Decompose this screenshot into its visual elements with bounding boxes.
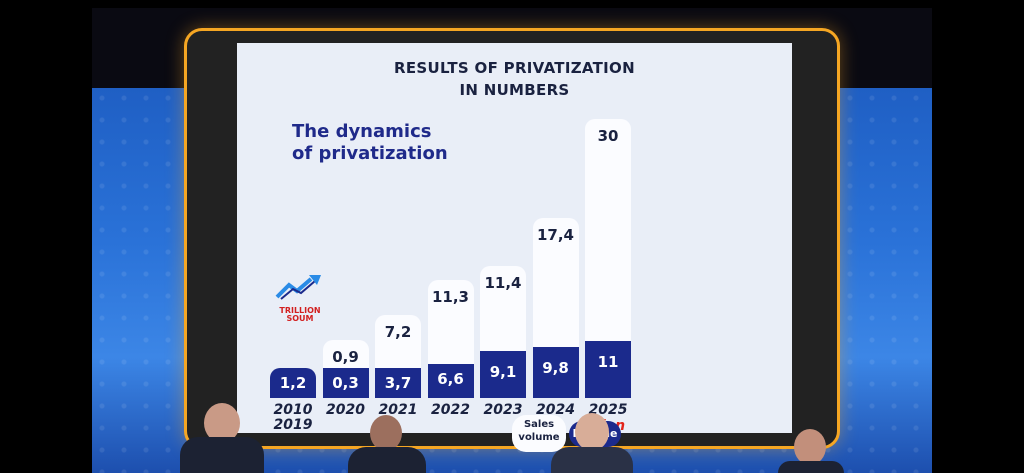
presentation-screen: RESULTS OF PRIVATIZATION IN NUMBERS The … xyxy=(184,28,840,452)
year-label: 2021 xyxy=(371,403,425,418)
panelist-head xyxy=(370,415,402,451)
income-value-label: 3,7 xyxy=(384,374,412,392)
year-label-line: 2024 xyxy=(536,402,575,418)
income-bar xyxy=(480,350,526,398)
conference-scene: RESULTS OF PRIVATIZATION IN NUMBERS The … xyxy=(92,8,932,473)
year-label: 2022 xyxy=(424,403,478,418)
year-label-line: 2022 xyxy=(431,402,470,418)
legend-sales-line1: Sales xyxy=(523,419,555,430)
income-value-label: 9,1 xyxy=(489,362,517,381)
panelist-head xyxy=(575,413,609,451)
slide-subtitle: The dynamics of privatization xyxy=(292,121,448,165)
trend-up-icon xyxy=(275,275,321,300)
income-bar xyxy=(585,340,631,398)
sales-value-label: 30 xyxy=(597,126,619,145)
panelist-body xyxy=(778,461,844,473)
sales-value-label: 0,9 xyxy=(332,348,359,366)
income-value-label: 11 xyxy=(597,352,619,371)
year-label: 2023 xyxy=(476,403,530,418)
income-value-label: 9,8 xyxy=(542,359,569,378)
year-label-line: 2021 xyxy=(378,402,418,418)
panelist-1 xyxy=(172,403,272,473)
panelist-head xyxy=(794,429,826,465)
year-label-line: 2019 xyxy=(273,417,313,433)
sales-volume-bar xyxy=(375,314,421,368)
panelist-body xyxy=(180,437,264,473)
legend-sales-volume: Sales volume xyxy=(512,415,566,452)
year-label-line: 2020 xyxy=(326,402,365,418)
income-bar xyxy=(375,368,421,398)
income-bar xyxy=(532,347,579,398)
unit-label: TRILLION SOUM xyxy=(277,307,323,323)
slide-title-line2: IN NUMBERS xyxy=(459,81,570,99)
income-bar xyxy=(322,368,369,398)
unit-line2: SOUM xyxy=(286,314,314,323)
sales-volume-bar xyxy=(585,118,631,341)
panelist-3 xyxy=(547,413,637,473)
income-value-label: 0,3 xyxy=(332,374,359,392)
slide-title-line1: RESULTS OF PRIVATIZATION xyxy=(394,59,635,77)
privatization-bar-chart: 1,2 2010 2019 0,3 0,9 2020 3,7 7,2 2021 6,6 11,3 20… xyxy=(237,43,792,434)
sales-volume-bar xyxy=(480,266,526,351)
year-label-line: 2023 xyxy=(483,402,523,418)
income-value-label: 6,6 xyxy=(437,369,464,388)
sales-value-label: 11,4 xyxy=(484,274,522,293)
year-label: 2024 xyxy=(529,403,583,418)
unit-line1: TRILLION xyxy=(279,306,321,315)
year-label: 2020 xyxy=(319,403,373,418)
panelist-2 xyxy=(342,415,432,473)
sales-volume-bar xyxy=(322,340,369,368)
legend-sales-line2: volume xyxy=(518,432,560,443)
panelist-head xyxy=(204,403,240,443)
sales-value-label: 17,4 xyxy=(536,226,574,245)
income-bar xyxy=(270,368,316,398)
sales-volume-bar xyxy=(427,280,474,364)
sales-volume-bar xyxy=(532,218,579,348)
slide: RESULTS OF PRIVATIZATION IN NUMBERS The … xyxy=(237,43,792,452)
income-value-label: 1,2 xyxy=(279,374,307,392)
panelist-body xyxy=(348,447,426,473)
sales-value-label: 11,3 xyxy=(431,288,469,307)
panelist-body xyxy=(551,447,633,473)
panelist-4 xyxy=(772,429,852,473)
subtitle-line1: The dynamics xyxy=(292,121,432,142)
income-bar xyxy=(427,363,474,398)
year-label: 2010 2019 xyxy=(266,403,320,433)
sales-value-label: 7,2 xyxy=(384,322,412,341)
year-label-line: 2010 xyxy=(273,402,313,418)
subtitle-line2: of privatization xyxy=(292,143,448,164)
